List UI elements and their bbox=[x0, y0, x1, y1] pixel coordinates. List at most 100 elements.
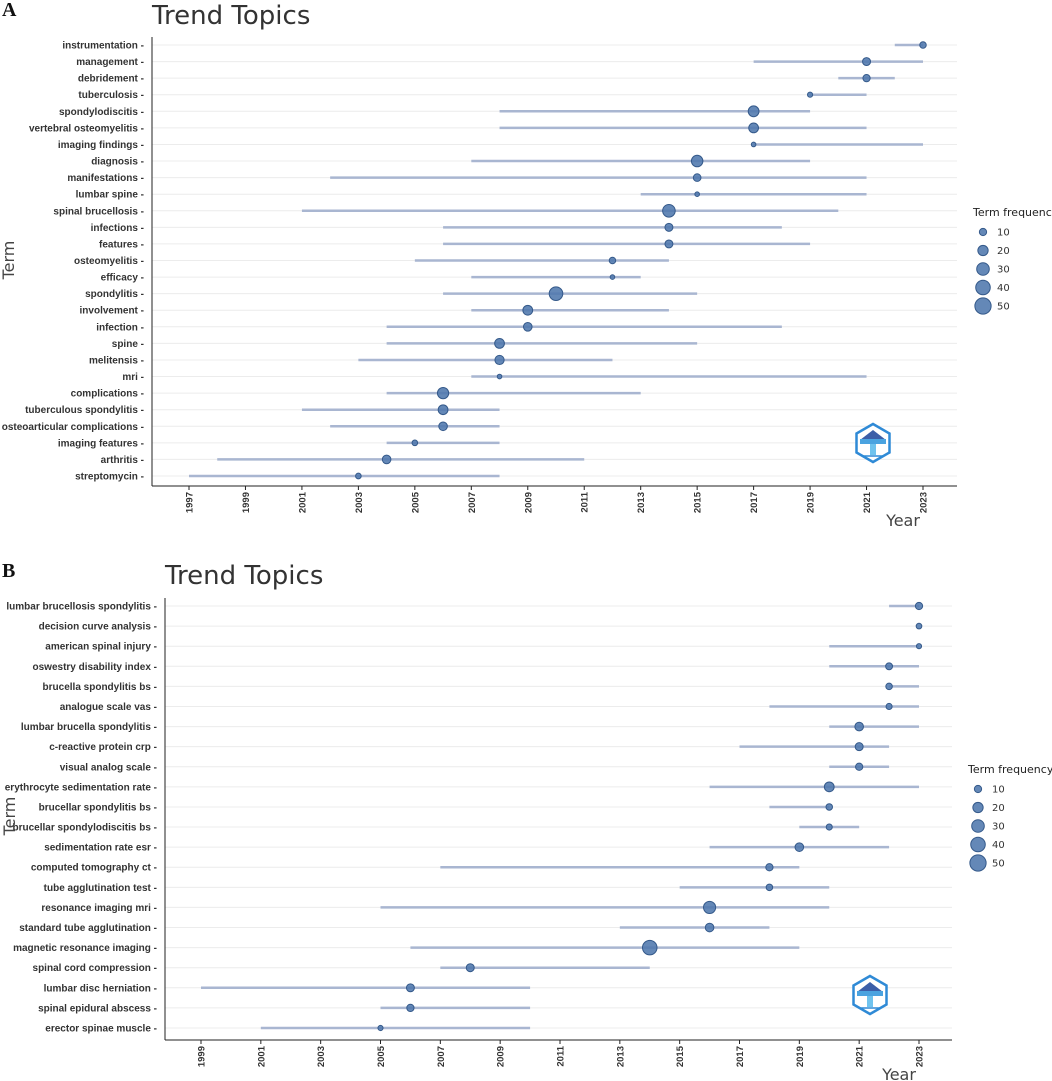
term-label: brucellar spondylitis bs - bbox=[39, 802, 157, 813]
term-label: involvement - bbox=[80, 306, 144, 317]
term-point bbox=[377, 1024, 384, 1032]
x-tick-label: 2011 bbox=[580, 491, 591, 512]
term-point bbox=[748, 122, 759, 134]
term-label: debridement - bbox=[78, 74, 144, 85]
term-point bbox=[862, 74, 871, 83]
term-point bbox=[438, 421, 448, 432]
panel-a: A Trend Topics 1997 1999 2001 2003 2005 2007 200… bbox=[0, 0, 1052, 530]
term-label: lumbar disc herniation - bbox=[44, 983, 157, 994]
term-point bbox=[692, 173, 702, 182]
term-label: spinal epidural abscess - bbox=[38, 1003, 157, 1014]
x-tick-label: 2021 bbox=[855, 1045, 866, 1067]
term-point bbox=[862, 57, 872, 67]
term-label: osteoarticular complications - bbox=[2, 422, 144, 433]
term-label: lumbar brucella spondylitis - bbox=[21, 722, 157, 733]
term-label: management - bbox=[76, 57, 144, 68]
term-point bbox=[406, 1003, 415, 1013]
x-tick-label: 2023 bbox=[919, 492, 930, 513]
legend-title: Term frequency bbox=[967, 763, 1052, 776]
term-label: infection - bbox=[96, 322, 144, 333]
term-point bbox=[825, 823, 833, 831]
logo-pillar bbox=[870, 444, 876, 455]
term-point bbox=[885, 702, 893, 711]
logo-roof bbox=[857, 982, 883, 992]
chart-title: Trend Topics bbox=[151, 1, 310, 31]
term-point bbox=[437, 404, 449, 416]
legend-swatch bbox=[973, 784, 983, 794]
term-point bbox=[465, 963, 475, 973]
x-tick-label: 1999 bbox=[197, 1046, 208, 1067]
term-label: american spinal injury - bbox=[45, 642, 157, 653]
legend-swatch bbox=[972, 801, 984, 814]
term-label: lumbar brucellosis spondylitis - bbox=[6, 602, 157, 613]
term-point bbox=[694, 191, 700, 197]
term-label: c-reactive protein crp - bbox=[49, 742, 157, 753]
legend-label: 30 bbox=[997, 265, 1010, 276]
term-label: spondylitis - bbox=[85, 289, 144, 300]
panel-letter: B bbox=[2, 560, 15, 582]
term-label: mri - bbox=[122, 372, 144, 383]
x-tick-label: 2005 bbox=[410, 491, 421, 513]
term-label: erythrocyte sedimentation rate - bbox=[5, 782, 157, 793]
term-label: complications - bbox=[71, 389, 144, 400]
term-point bbox=[381, 454, 392, 465]
term-label: erector spinae muscle - bbox=[45, 1024, 157, 1035]
x-tick-label: 2017 bbox=[735, 1046, 746, 1067]
term-label: decision curve analysis - bbox=[39, 622, 157, 633]
x-tick-label: 2007 bbox=[436, 1046, 447, 1067]
term-label: arthritis - bbox=[101, 455, 144, 466]
term-label: diagnosis - bbox=[91, 157, 144, 168]
x-tick-label: 2009 bbox=[496, 1046, 507, 1067]
term-point bbox=[436, 386, 450, 400]
legend-label: 50 bbox=[997, 302, 1010, 313]
term-point bbox=[609, 274, 616, 280]
x-tick-label: 2019 bbox=[806, 492, 817, 513]
x-tick-label: 2003 bbox=[354, 492, 365, 513]
term-point bbox=[405, 983, 415, 993]
term-label: standard tube agglutination - bbox=[19, 923, 157, 934]
term-label: sedimentation rate esr - bbox=[44, 843, 157, 854]
term-point bbox=[915, 622, 923, 630]
term-point bbox=[662, 203, 676, 218]
y-axis-title: Term bbox=[0, 241, 18, 281]
term-point bbox=[750, 141, 757, 148]
legend-label: 10 bbox=[992, 785, 1005, 796]
term-label: features - bbox=[99, 239, 144, 250]
x-tick-label: 2009 bbox=[523, 492, 534, 513]
x-tick-label: 2007 bbox=[467, 492, 478, 513]
term-point bbox=[522, 304, 534, 316]
legend-swatch bbox=[970, 836, 986, 853]
legend-title: Term frequency bbox=[972, 206, 1052, 219]
term-label: instrumentation - bbox=[62, 41, 144, 52]
legend-label: 50 bbox=[992, 859, 1005, 870]
term-label: spinal brucellosis - bbox=[53, 206, 144, 217]
term-point bbox=[919, 41, 927, 49]
logo-band bbox=[857, 991, 883, 996]
chart-title: Trend Topics bbox=[164, 561, 323, 591]
term-point bbox=[690, 154, 704, 168]
term-label: oswestry disability index - bbox=[33, 662, 157, 673]
term-label: magnetic resonance imaging - bbox=[13, 943, 157, 954]
term-point bbox=[765, 863, 774, 872]
term-point bbox=[702, 900, 717, 915]
bibliometrix-logo-icon bbox=[852, 974, 888, 1016]
term-point bbox=[664, 239, 674, 249]
panel-letter: A bbox=[2, 0, 17, 21]
bibliometrix-logo-icon bbox=[855, 422, 891, 464]
term-point bbox=[825, 803, 834, 811]
term-label: streptomycin - bbox=[75, 472, 144, 483]
x-tick-label: 1999 bbox=[241, 492, 252, 513]
term-point bbox=[494, 338, 505, 349]
term-label: tuberculous spondylitis - bbox=[25, 405, 144, 416]
term-point bbox=[548, 286, 564, 301]
logo-pillar bbox=[867, 996, 873, 1007]
x-tick-label: 2015 bbox=[675, 1045, 686, 1067]
legend-swatch bbox=[977, 244, 989, 257]
term-label: spinal cord compression - bbox=[33, 963, 157, 974]
term-point bbox=[914, 601, 924, 611]
term-label: manifestations - bbox=[67, 173, 144, 184]
term-label: brucellar spondylodiscitis bs - bbox=[13, 823, 157, 834]
term-point bbox=[747, 105, 760, 118]
term-label: tuberculosis - bbox=[78, 90, 144, 101]
